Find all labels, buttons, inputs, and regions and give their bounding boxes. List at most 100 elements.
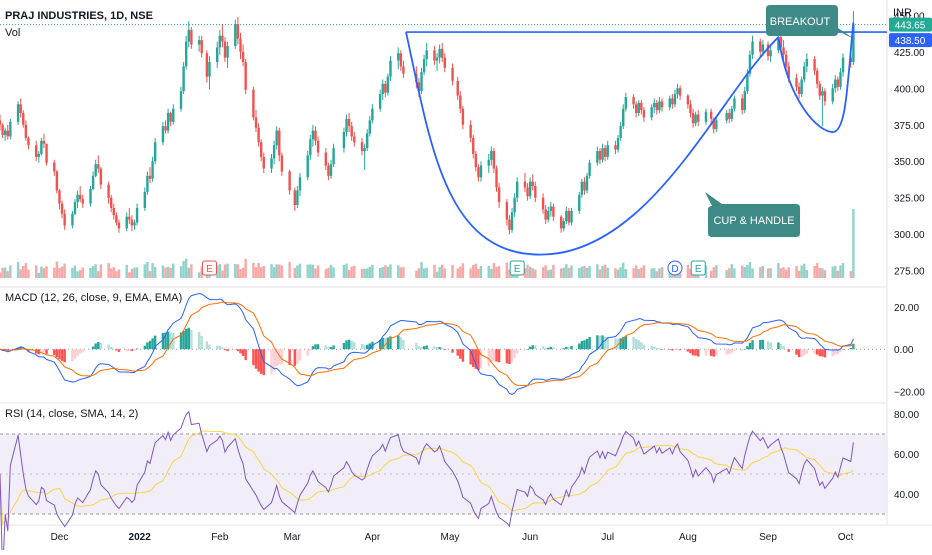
macd-hist-bar bbox=[89, 349, 92, 350]
macd-axis[interactable]: 20.00 0.00 −20.00 bbox=[0, 303, 925, 399]
macd-hist-bar bbox=[45, 349, 48, 354]
breakout-callout[interactable]: BREAKOUT bbox=[766, 5, 856, 40]
macd-hist-bar bbox=[746, 346, 749, 350]
volume-bar bbox=[526, 264, 529, 278]
candle-body bbox=[676, 88, 679, 95]
volume-bar bbox=[435, 271, 439, 278]
volume-bar bbox=[585, 267, 589, 278]
macd-hist-bar bbox=[236, 349, 240, 352]
candle-body bbox=[91, 175, 95, 189]
price-axis[interactable]: 275.00 300.00 325.00 350.00 375.00 400.00 425.… bbox=[894, 11, 925, 277]
macd-hist-bar bbox=[130, 349, 134, 352]
candle-body bbox=[197, 40, 201, 45]
candle-body bbox=[311, 130, 315, 140]
candle-body bbox=[505, 202, 509, 220]
macd-hist-bar bbox=[596, 335, 599, 350]
candle-body bbox=[151, 161, 154, 179]
time-tick-label: 2022 bbox=[129, 532, 152, 543]
macd-hist-bar bbox=[541, 346, 545, 350]
volume-bar bbox=[0, 272, 2, 278]
time-tick-label: Jun bbox=[522, 532, 538, 543]
macd-hist-bar bbox=[270, 349, 273, 374]
volume-bar bbox=[347, 270, 351, 278]
volume-bar bbox=[270, 264, 273, 278]
volume-bar bbox=[443, 268, 446, 278]
candle-body bbox=[293, 190, 297, 206]
earnings-marker bbox=[201, 260, 217, 276]
volume-bar bbox=[725, 270, 728, 278]
candle-body bbox=[549, 206, 553, 211]
macd-hist-bar bbox=[565, 346, 568, 350]
volume-bar bbox=[598, 269, 602, 278]
macd-hist-bar bbox=[433, 346, 436, 350]
macd-hist-bar bbox=[813, 349, 816, 354]
volume-bar bbox=[34, 265, 38, 278]
volume-bar bbox=[45, 266, 48, 278]
panel-separators bbox=[0, 0, 932, 526]
macd-hist-bar bbox=[474, 349, 478, 369]
volume-bar bbox=[487, 265, 490, 278]
volume-bar bbox=[55, 261, 59, 278]
macd-hist-bar bbox=[443, 349, 446, 351]
time-axis[interactable]: Dec 2022 Feb Mar Apr May Jun Jul Aug Sep Oct bbox=[51, 532, 854, 543]
rsi-ma-line bbox=[0, 430, 854, 526]
rsi-axis[interactable]: 80.00 60.00 40.00 bbox=[894, 410, 919, 501]
macd-hist-bar bbox=[275, 349, 278, 367]
handle-curve[interactable] bbox=[777, 22, 855, 133]
macd-hist-bar bbox=[733, 349, 736, 351]
volume-bar bbox=[91, 266, 95, 278]
volume-bar bbox=[397, 265, 400, 278]
candle-body bbox=[386, 76, 390, 93]
macd-hist-bar bbox=[280, 349, 284, 365]
macd-hist-bar bbox=[704, 349, 708, 356]
macd-hist-bar bbox=[179, 332, 183, 350]
macd-hist-bar bbox=[823, 349, 827, 358]
candle-body bbox=[433, 50, 436, 61]
event-marker-label: E bbox=[514, 264, 521, 275]
macd-hist-bar bbox=[691, 349, 695, 356]
volume-bar bbox=[603, 264, 607, 278]
macd-hist-bar bbox=[777, 342, 780, 350]
volume-bar bbox=[311, 264, 315, 278]
price-tick-label: 325.00 bbox=[894, 194, 925, 205]
volume-bar bbox=[583, 265, 586, 278]
cup-handle-callout[interactable]: CUP & HANDLE bbox=[705, 192, 800, 237]
volume-bar bbox=[420, 262, 423, 278]
cup-curve[interactable] bbox=[405, 31, 780, 256]
volume-bar bbox=[280, 265, 284, 278]
candle-body bbox=[63, 213, 66, 226]
time-tick-label: Jul bbox=[601, 532, 614, 543]
candle-body bbox=[259, 142, 263, 157]
macd-title: MACD (12, 26, close, 9, EMA, EMA) bbox=[5, 292, 182, 304]
candle-body bbox=[472, 137, 475, 154]
volume-bar bbox=[787, 267, 790, 278]
volume-bar bbox=[852, 209, 855, 278]
volume-bar bbox=[272, 267, 276, 278]
candle-body bbox=[474, 153, 478, 168]
macd-hist-bar bbox=[381, 337, 384, 350]
macd-hist-bar bbox=[678, 349, 682, 351]
macd-hist-bar bbox=[298, 349, 302, 361]
volume-bar bbox=[508, 269, 511, 278]
candle-body bbox=[53, 162, 56, 172]
macd-hist-bar bbox=[143, 345, 147, 350]
volume-bar bbox=[368, 266, 372, 278]
candle-body bbox=[280, 155, 284, 172]
macd-hist-bar bbox=[384, 338, 387, 350]
candle-body bbox=[634, 104, 638, 114]
volume-bar bbox=[528, 266, 532, 278]
macd-hist-bar bbox=[223, 349, 227, 351]
macd-hist-bar bbox=[831, 349, 834, 357]
macd-hist-bar bbox=[112, 348, 115, 350]
volume-bar bbox=[216, 265, 219, 278]
candle-body bbox=[226, 45, 229, 58]
candle-body bbox=[148, 175, 152, 179]
macd-hist-bar bbox=[360, 344, 364, 350]
macd-hist-bar bbox=[477, 349, 480, 371]
macd-hist-bar bbox=[389, 336, 392, 350]
candle-body bbox=[205, 53, 209, 77]
candle-body bbox=[107, 184, 110, 198]
volume-bar bbox=[660, 267, 664, 278]
